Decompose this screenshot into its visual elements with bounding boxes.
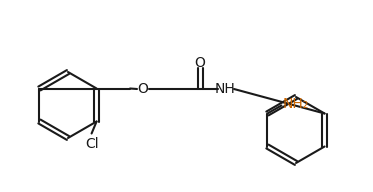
Text: O: O [195,56,206,70]
Text: O: O [138,82,148,96]
Text: NH₂: NH₂ [282,97,308,111]
Text: Cl: Cl [85,137,98,151]
Text: NH: NH [214,82,235,96]
